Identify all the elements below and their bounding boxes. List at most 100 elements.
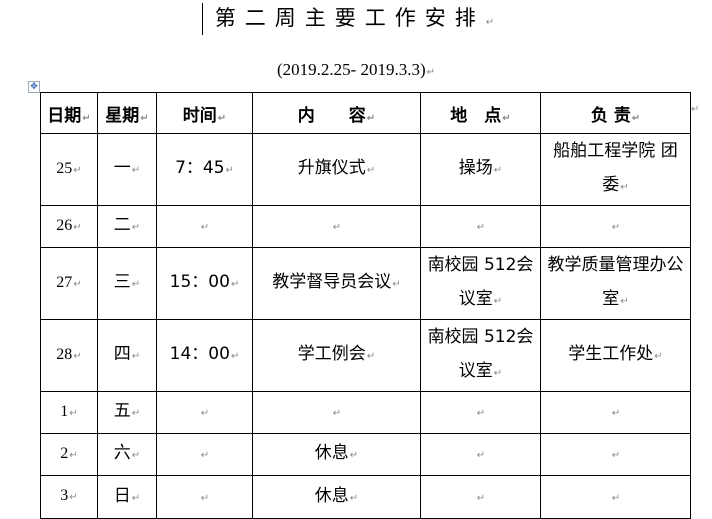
table-row: 1五 [40, 391, 691, 434]
cell-weekday[interactable]: 四 [97, 319, 157, 392]
time-text [200, 401, 209, 421]
cell-weekday[interactable]: 五 [97, 391, 157, 434]
cell-time[interactable] [156, 433, 253, 476]
place-text [476, 443, 485, 463]
content-text: 升旗仪式 [298, 158, 375, 178]
header-content: 内 容 [252, 92, 421, 134]
header-weekday: 星期 [97, 92, 157, 134]
weekday-text: 日 [114, 486, 140, 506]
content-text: 教学督导员会议 [272, 272, 400, 292]
table-row: 25 一 7：45 升旗仪式 操场 船舶工程学院 团 委 [40, 133, 695, 206]
content-text: 休息 [315, 486, 358, 506]
date-text: 28 [56, 346, 81, 363]
cell-place[interactable]: 南校园 512会议室 [420, 247, 541, 320]
schedule-table: 日期 星期 时间 内 容 地 点 负 责 25 一 7：45 升旗仪式 操场 船舶工程学院… [40, 92, 695, 519]
place-text [476, 401, 485, 421]
text-cursor [202, 3, 203, 35]
cell-owner[interactable] [540, 475, 691, 519]
owner-text: 学生工作处 [568, 344, 662, 364]
table-move-handle-icon[interactable]: ✥ [28, 81, 40, 93]
content-text: 学工例会 [298, 344, 375, 364]
weekday-text: 二 [114, 215, 140, 235]
weekday-text: 五 [114, 401, 140, 421]
date-range: (2019.2.25- 2019.3.3) [0, 60, 712, 80]
cell-owner[interactable]: 教学质量管理办公室 [540, 247, 691, 320]
date-text: 26 [56, 217, 81, 234]
cell-place[interactable]: 操场 [420, 133, 541, 206]
cell-place[interactable] [420, 433, 541, 476]
cell-content[interactable]: 升旗仪式 [252, 133, 421, 206]
header-time: 时间 [156, 92, 253, 134]
cell-place[interactable] [420, 205, 541, 248]
table-row: 27 三 15：00 教学督导员会议 南校园 512会议室教学质量管理办公室 [40, 247, 691, 320]
content-text [332, 401, 341, 421]
place-text: 南校园 512会议室 [428, 327, 534, 381]
table-row: 3 日 休息 [40, 475, 691, 519]
cell-time[interactable]: 14：00 [156, 319, 253, 392]
cell-owner[interactable] [540, 205, 691, 248]
header-date: 日期 [40, 92, 98, 134]
content-text: 休息 [315, 443, 358, 463]
cell-content[interactable]: 休息 [252, 475, 421, 519]
date-text: 27 [56, 274, 81, 291]
place-text: 操场 [459, 158, 502, 178]
owner-text: 教学质量管理办公室 [548, 255, 684, 309]
time-text: 7：45 [175, 158, 234, 178]
owner-text: 船舶工程学院 团 委 [553, 141, 694, 195]
table-header-row: 日期 星期 时间 内 容 地 点 负 责 [40, 92, 691, 134]
cell-date[interactable]: 27 [40, 247, 98, 320]
cell-date[interactable]: 26 [40, 205, 98, 248]
place-text [476, 486, 485, 506]
row-end-mark: ↵ [691, 104, 700, 115]
date-text: 3 [60, 487, 77, 504]
time-text [200, 215, 209, 235]
owner-text [611, 401, 620, 421]
cell-date[interactable]: 2 [40, 433, 98, 476]
cell-weekday[interactable]: 日 [97, 475, 157, 519]
date-text: 2 [60, 445, 77, 462]
cell-owner[interactable] [540, 433, 691, 476]
weekday-text: 三 [114, 272, 140, 292]
date-text: 25 [56, 160, 81, 177]
cell-time[interactable] [156, 391, 253, 434]
header-place: 地 点 [420, 92, 541, 134]
time-text [200, 486, 209, 506]
cell-weekday[interactable]: 六 [97, 433, 157, 476]
content-text [332, 215, 341, 235]
table-row: 26 二 [40, 205, 691, 248]
cell-content[interactable] [252, 205, 421, 248]
cell-content[interactable]: 休息 [252, 433, 421, 476]
cell-time[interactable]: 7：45 [156, 133, 253, 206]
cell-place[interactable]: 南校园 512会议室 [420, 319, 541, 392]
cell-date[interactable]: 3 [40, 475, 98, 519]
cell-place[interactable] [420, 391, 541, 434]
cell-weekday[interactable]: 一 [97, 133, 157, 206]
time-text: 14：00 [170, 344, 240, 364]
cell-owner[interactable] [540, 391, 691, 434]
cell-content[interactable]: 教学督导员会议 [252, 247, 421, 320]
cell-owner[interactable]: 学生工作处 [540, 319, 691, 392]
cell-content[interactable]: 学工例会 [252, 319, 421, 392]
header-owner: 负 责 [540, 92, 691, 134]
cell-date[interactable]: 28 [40, 319, 98, 392]
cell-weekday[interactable]: 三 [97, 247, 157, 320]
cell-place[interactable] [420, 475, 541, 519]
cell-owner[interactable]: 船舶工程学院 团 委 [540, 133, 695, 206]
cell-content[interactable] [252, 391, 421, 434]
time-text [200, 443, 209, 463]
weekday-text: 四 [114, 344, 140, 364]
cell-date[interactable]: 1 [40, 391, 98, 434]
owner-text [611, 443, 620, 463]
owner-text [611, 215, 620, 235]
owner-text [611, 486, 620, 506]
place-text: 南校园 512会议室 [428, 255, 534, 309]
cell-weekday[interactable]: 二 [97, 205, 157, 248]
cell-date[interactable]: 25 [40, 133, 98, 206]
table-row: 2 六 休息 [40, 433, 691, 476]
date-text: 1 [60, 403, 77, 420]
cell-time[interactable] [156, 205, 253, 248]
table-row: 28 四 14：00 学工例会 南校园 512会议室 学生工作处 [40, 319, 691, 392]
cell-time[interactable] [156, 475, 253, 519]
weekday-text: 一 [114, 158, 140, 178]
cell-time[interactable]: 15：00 [156, 247, 253, 320]
